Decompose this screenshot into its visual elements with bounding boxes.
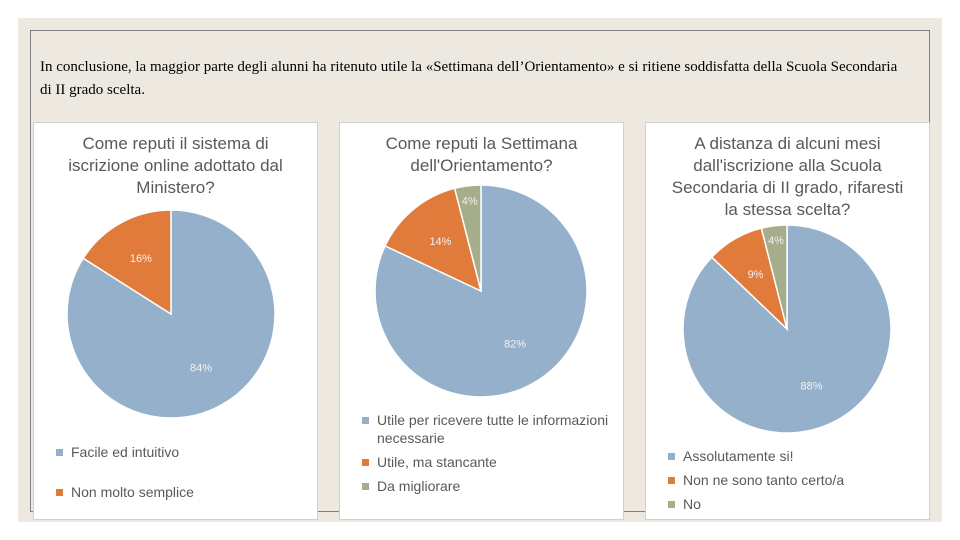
legend-entry: Non molto semplice <box>56 483 305 501</box>
pie-chart: 88% 9% 4% <box>682 224 892 434</box>
legend-entry: Non ne sono tanto certo/a <box>668 471 917 489</box>
legend-entry: Da migliorare <box>362 477 611 495</box>
legend-swatch <box>362 483 369 490</box>
data-label: 82% <box>504 339 526 351</box>
legend-swatch <box>668 477 675 484</box>
legend: Utile per ricevere tutte le informazioni… <box>362 411 611 495</box>
legend-swatch <box>56 489 63 496</box>
pie-slice <box>760 224 788 330</box>
data-label: 4% <box>768 235 784 247</box>
legend-entry: Utile per ricevere tutte le informazioni… <box>362 411 611 447</box>
legend-swatch <box>56 449 63 456</box>
chart-title: Come reputi il sistema di iscrizione onl… <box>68 134 283 197</box>
legend-entry: Utile, ma stancante <box>362 453 611 471</box>
legend-entry: Facile ed intuitivo <box>56 443 305 461</box>
data-label: 16% <box>130 253 152 265</box>
legend-swatch <box>362 459 369 466</box>
legend-label: No <box>683 496 701 512</box>
chart-panel: A distanza di alcuni mesi dall'iscrizion… <box>645 122 930 520</box>
legend-label: Utile, ma stancante <box>377 454 497 470</box>
legend-entry: No <box>668 495 917 513</box>
legend-label: Da migliorare <box>377 478 461 494</box>
intro-text: In conclusione, la maggior parte degli a… <box>40 59 898 98</box>
data-label: 4% <box>462 196 478 208</box>
pie-chart: 84% 16% <box>66 209 276 419</box>
legend-label: Non molto semplice <box>71 484 194 500</box>
data-label: 84% <box>190 363 212 375</box>
data-label: 14% <box>429 236 451 248</box>
legend-label: Assolutamente si! <box>683 448 794 464</box>
pie-chart: 82% 14% 4% <box>374 184 588 398</box>
data-label: 88% <box>801 380 823 392</box>
pie-slice <box>82 209 172 316</box>
data-label: 9% <box>748 269 764 281</box>
legend-label: Facile ed intuitivo <box>71 444 180 460</box>
legend-swatch <box>362 417 369 424</box>
chart-panel: Come reputi il sistema di iscrizione onl… <box>33 122 318 520</box>
chart-title: A distanza di alcuni mesi dall'iscrizion… <box>671 134 904 219</box>
pie-slice <box>453 184 482 292</box>
legend-label: Utile per ricevere tutte le informazioni… <box>377 412 609 446</box>
legend-entry: Assolutamente si! <box>668 447 917 465</box>
legend-label: Non ne sono tanto certo/a <box>683 472 845 488</box>
chart-panel: Come reputi la Settimana dell'Orientamen… <box>339 122 624 520</box>
legend: Assolutamente si! Non ne sono tanto certo… <box>668 447 917 513</box>
legend: Facile ed intuitivo Non molto semplice <box>56 443 305 501</box>
legend-swatch <box>668 501 675 508</box>
legend-swatch <box>668 453 675 460</box>
pie-slice <box>384 187 483 293</box>
pie-slice <box>66 209 276 419</box>
chart-title: Come reputi la Settimana dell'Orientamen… <box>385 134 578 175</box>
